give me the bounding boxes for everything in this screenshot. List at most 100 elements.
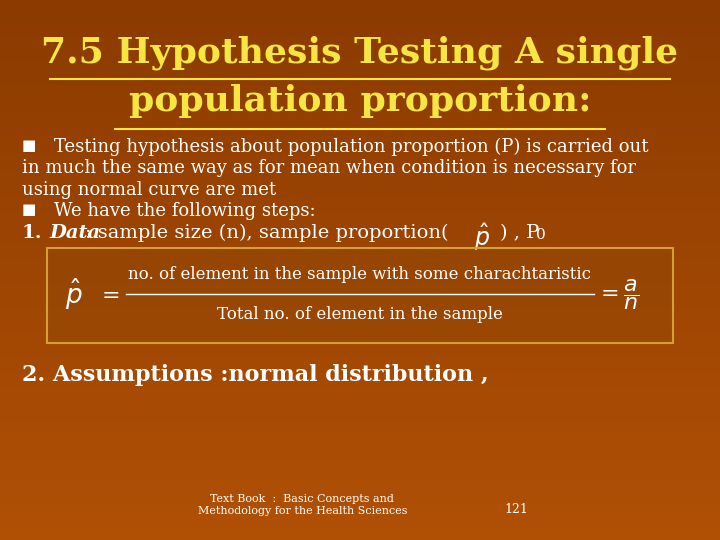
Bar [0,270,720,273]
Bar [0,518,720,521]
Bar [0,27,720,30]
Text: population proportion:: population proportion: [129,84,591,118]
Bar [0,494,720,497]
Bar [0,68,720,70]
Bar [0,127,720,130]
Bar [0,176,720,178]
Bar [0,259,720,262]
Bar [0,351,720,354]
Text: 7.5 Hypothesis Testing A single: 7.5 Hypothesis Testing A single [42,35,678,70]
Bar [0,421,720,424]
Bar [0,103,720,105]
Bar [0,11,720,14]
Bar [0,200,720,202]
Bar [0,462,720,464]
Bar [0,54,720,57]
Bar [0,273,720,275]
Bar [0,219,720,221]
Bar [0,305,720,308]
Bar [0,5,720,8]
Bar [0,354,720,356]
Bar [0,159,720,162]
Bar [0,248,720,251]
Bar [0,138,720,140]
Bar [0,281,720,284]
Bar [0,262,720,265]
Bar [0,8,720,11]
Bar [0,375,720,378]
Bar [0,292,720,294]
Bar [0,148,720,151]
Text: ■: ■ [22,202,36,218]
Bar [0,310,720,313]
Bar [0,113,720,116]
Bar [0,92,720,94]
Bar [0,32,720,35]
Text: 1.: 1. [22,224,42,242]
Text: $= \dfrac{a}{n}$: $= \dfrac{a}{n}$ [596,277,639,312]
Text: in much the same way as for mean when condition is necessary for: in much the same way as for mean when co… [22,159,636,177]
Bar [0,22,720,24]
Bar [0,221,720,224]
Text: 0: 0 [536,228,546,242]
Bar [0,454,720,456]
Bar [0,73,720,76]
Bar [0,35,720,38]
Bar [0,230,720,232]
Text: $\hat{p}$: $\hat{p}$ [474,221,490,253]
Text: : sample size (n), sample proportion(: : sample size (n), sample proportion( [85,224,449,242]
Bar [0,400,720,402]
Bar [0,505,720,508]
Bar [0,16,720,19]
Bar [0,65,720,68]
Bar [0,284,720,286]
Bar [0,389,720,392]
Bar [0,213,720,216]
Bar [0,348,720,351]
Bar [0,43,720,46]
Bar [0,78,720,81]
Bar [0,308,720,310]
Bar [0,356,720,359]
Bar [0,192,720,194]
Bar [0,254,720,256]
Bar [0,205,720,208]
Bar [0,297,720,300]
Bar [0,122,720,124]
Text: Data: Data [49,224,100,242]
Bar [0,278,720,281]
Bar [0,472,720,475]
Bar [0,186,720,189]
Bar [0,532,720,535]
Bar [0,51,720,54]
Bar [0,529,720,532]
Bar [0,362,720,364]
Bar [0,316,720,319]
Bar [0,97,720,100]
Bar [0,402,720,405]
Bar [0,30,720,32]
Text: no. of element in the sample with some charachtaristic: no. of element in the sample with some c… [128,266,592,283]
Bar [0,448,720,451]
Bar [0,516,720,518]
Bar [47,248,673,343]
Bar [0,251,720,254]
Bar [0,418,720,421]
Bar [0,313,720,316]
Bar [0,489,720,491]
Bar [0,521,720,524]
Bar [0,346,720,348]
Bar [0,300,720,302]
Text: ■: ■ [22,138,36,153]
Bar [0,256,720,259]
Bar [0,132,720,135]
Bar [0,335,720,338]
Bar [0,143,720,146]
Bar [0,327,720,329]
Bar [0,211,720,213]
Bar [0,367,720,370]
Bar [0,470,720,472]
Text: Text Book  :  Basic Concepts and
Methodology for the Health Sciences: Text Book : Basic Concepts and Methodolo… [198,494,407,516]
Bar [0,526,720,529]
Bar [0,94,720,97]
